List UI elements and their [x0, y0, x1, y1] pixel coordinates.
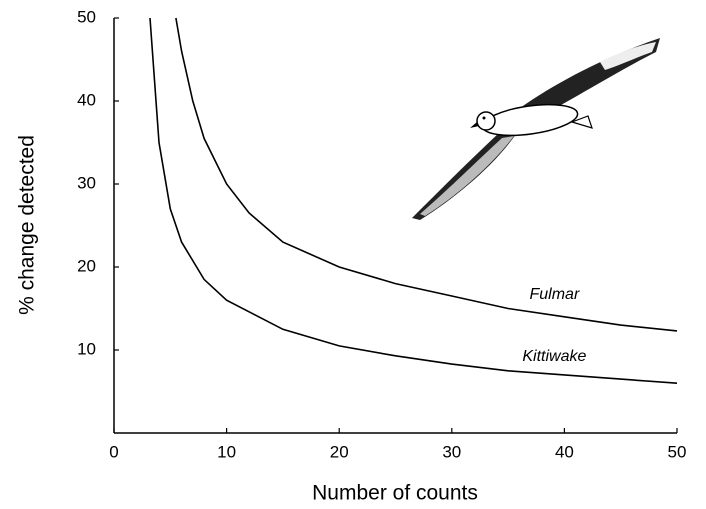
y-tick-label: 30 — [77, 173, 96, 192]
x-tick-label: 20 — [330, 442, 349, 461]
y-tick-label: 20 — [77, 256, 96, 275]
x-tick-label: 10 — [217, 442, 236, 461]
y-tick-label: 50 — [77, 7, 96, 26]
bird-illustration — [412, 38, 660, 220]
series-line — [149, 17, 678, 384]
x-tick-label: 50 — [668, 442, 687, 461]
y-tick-label: 10 — [77, 339, 96, 358]
x-axis-title: Number of counts — [312, 482, 478, 505]
series-line — [175, 17, 678, 332]
y-axis-title: % change detected — [16, 135, 39, 315]
series-label: Kittiwake — [522, 348, 586, 365]
x-tick-label: 40 — [555, 442, 574, 461]
x-tick-label: 0 — [109, 442, 118, 461]
series-label: Fulmar — [530, 286, 580, 303]
y-tick-label: 40 — [77, 90, 96, 109]
x-tick-label: 30 — [442, 442, 461, 461]
